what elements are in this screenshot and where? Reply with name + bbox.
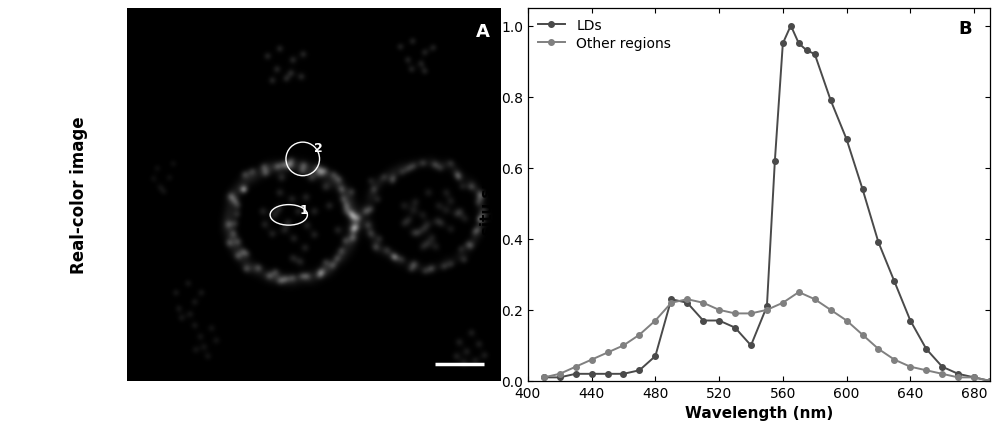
LDs <box>841 138 853 143</box>
Other regions <box>904 364 916 370</box>
LDs <box>904 318 916 323</box>
LDs <box>936 364 948 370</box>
Other regions <box>952 375 964 380</box>
LDs <box>857 187 869 192</box>
LDs <box>633 368 645 373</box>
Other regions <box>888 357 900 362</box>
Text: Real-color image: Real-color image <box>70 116 88 274</box>
Other regions <box>538 375 550 380</box>
Other regions <box>570 364 582 370</box>
LDs <box>554 375 566 380</box>
LDs <box>825 98 837 103</box>
Other regions <box>761 307 773 313</box>
Other regions <box>745 311 757 316</box>
Other regions <box>554 371 566 377</box>
LDs <box>785 24 797 29</box>
LDs <box>617 371 629 377</box>
LDs <box>872 240 884 245</box>
LDs <box>809 52 821 57</box>
Other regions <box>697 300 709 306</box>
Text: B: B <box>958 20 972 38</box>
LDs <box>602 371 614 377</box>
LDs <box>793 42 805 47</box>
LDs <box>952 371 964 377</box>
Other regions <box>777 300 789 306</box>
Other regions <box>968 375 980 380</box>
Other regions <box>729 311 741 316</box>
Other regions <box>633 332 645 338</box>
Other regions <box>841 318 853 323</box>
LDs <box>681 300 693 306</box>
LDs <box>729 325 741 331</box>
LDs <box>570 371 582 377</box>
Other regions <box>602 350 614 355</box>
Other regions <box>665 300 677 306</box>
Other regions <box>649 318 661 323</box>
Other regions <box>809 297 821 302</box>
Line: LDs: LDs <box>541 24 993 384</box>
LDs <box>745 343 757 348</box>
Other regions <box>793 290 805 295</box>
LDs <box>586 371 598 377</box>
Other regions <box>936 371 948 377</box>
LDs <box>761 304 773 309</box>
Line: Other regions: Other regions <box>541 290 993 384</box>
LDs <box>984 378 996 384</box>
Other regions <box>586 357 598 362</box>
Y-axis label: In-situ spectra: In-situ spectra <box>480 133 495 257</box>
Other regions <box>920 368 932 373</box>
LDs <box>697 318 709 323</box>
X-axis label: Wavelength (nm): Wavelength (nm) <box>685 406 833 420</box>
LDs <box>649 353 661 359</box>
LDs <box>968 375 980 380</box>
LDs <box>665 297 677 302</box>
LDs <box>777 42 789 47</box>
LDs <box>769 159 781 164</box>
Other regions <box>713 307 725 313</box>
LDs <box>888 279 900 284</box>
Text: 1: 1 <box>300 203 309 216</box>
Text: 2: 2 <box>314 142 323 155</box>
Other regions <box>825 307 837 313</box>
Other regions <box>984 378 996 384</box>
LDs <box>713 318 725 323</box>
Legend: LDs, Other regions: LDs, Other regions <box>535 16 674 53</box>
LDs <box>801 49 813 54</box>
Other regions <box>617 343 629 348</box>
Other regions <box>857 332 869 338</box>
Other regions <box>872 346 884 352</box>
Text: A: A <box>475 23 489 41</box>
LDs <box>538 375 550 380</box>
Other regions <box>681 297 693 302</box>
LDs <box>920 346 932 352</box>
